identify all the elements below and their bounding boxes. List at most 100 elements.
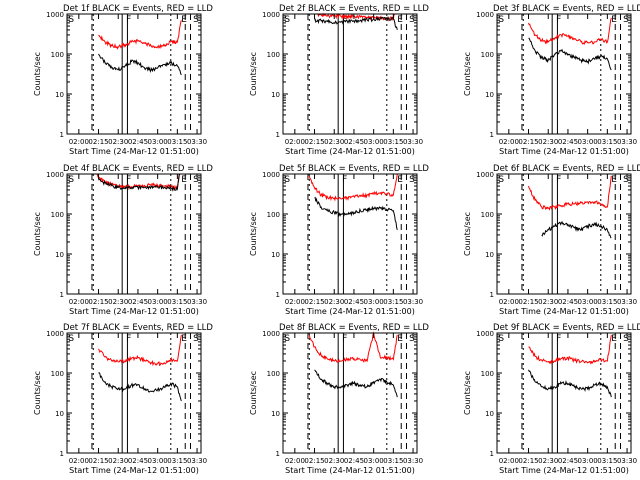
y-tick-label: 100 [267, 51, 280, 59]
region-marker-label: S [498, 15, 504, 25]
region-marker-label: S [498, 175, 504, 185]
y-axis-label: Counts/sec [33, 371, 42, 415]
y-axis-label: Counts/sec [249, 212, 258, 256]
x-tick-label: 03:15 [383, 457, 403, 465]
x-tick-label: 02:30 [538, 298, 558, 306]
region-marker-label: E [611, 334, 617, 344]
region-marker-label: E [181, 334, 187, 344]
y-axis-label: Counts/sec [463, 212, 472, 256]
y-tick-label: 100 [51, 51, 64, 59]
y-tick-label: 1 [60, 450, 64, 458]
y-tick-label: 1 [490, 131, 494, 139]
x-tick-label: 03:15 [597, 298, 617, 306]
x-tick-label: 02:30 [538, 138, 558, 146]
region-marker-label: S [193, 15, 199, 25]
plot-frame [496, 332, 632, 454]
region-marker-label: S [623, 334, 629, 344]
region-marker-label: E [611, 175, 617, 185]
y-tick-label: 100 [51, 211, 64, 219]
x-axis-label: Start Time (24-Mar-12 01:51:00) [285, 466, 415, 475]
y-tick-label: 10 [55, 251, 64, 259]
panel-title: Det 2f BLACK = Events, RED = LLD [279, 4, 429, 14]
lld-series-line [528, 334, 612, 365]
region-marker-label: S [284, 334, 290, 344]
y-tick-label: 1000 [476, 330, 494, 338]
x-tick-label: 02:45 [128, 138, 148, 146]
plot-frame [66, 332, 202, 454]
panel-title: Det 3f BLACK = Events, RED = LLD [493, 4, 640, 14]
x-tick-label: 02:30 [538, 457, 558, 465]
x-tick-label: 03:00 [148, 138, 168, 146]
x-tick-label: 02:00 [499, 457, 519, 465]
events-series-line [528, 37, 612, 71]
x-tick-label: 03:15 [167, 298, 187, 306]
x-tick-label: 02:15 [518, 298, 538, 306]
x-tick-label: 03:30 [617, 138, 637, 146]
plot-frame [66, 173, 202, 295]
y-tick-label: 10 [271, 251, 280, 259]
y-tick-label: 1 [276, 450, 280, 458]
x-tick-label: 02:15 [518, 138, 538, 146]
y-tick-label: 1000 [262, 171, 280, 179]
x-tick-label: 02:15 [88, 457, 108, 465]
y-tick-label: 1000 [262, 11, 280, 19]
region-marker-label: S [68, 15, 74, 25]
plot-frame [66, 13, 202, 135]
region-marker-label: S [68, 175, 74, 185]
x-tick-label: 02:15 [304, 298, 324, 306]
x-axis-label: Start Time (24-Mar-12 01:51:00) [285, 307, 415, 316]
region-marker-label: F [126, 175, 131, 185]
x-tick-label: 03:30 [187, 457, 207, 465]
events-series-line [98, 372, 182, 402]
events-series-line [314, 196, 398, 231]
y-tick-label: 1 [490, 291, 494, 299]
x-tick-label: 03:30 [187, 138, 207, 146]
region-marker-label: S [284, 175, 290, 185]
x-tick-label: 03:30 [403, 457, 423, 465]
region-marker-label: S [68, 334, 74, 344]
region-marker-label: E [181, 175, 187, 185]
x-tick-label: 02:45 [344, 298, 364, 306]
y-tick-label: 10 [55, 410, 64, 418]
panel-title: Det 8f BLACK = Events, RED = LLD [279, 323, 429, 333]
x-tick-label: 02:45 [344, 457, 364, 465]
x-axis-label: Start Time (24-Mar-12 01:51:00) [499, 307, 629, 316]
region-marker-label: E [611, 15, 617, 25]
y-tick-label: 1 [490, 450, 494, 458]
plot-frame [282, 13, 418, 135]
x-tick-label: 02:00 [285, 298, 305, 306]
y-tick-label: 1 [276, 291, 280, 299]
plot-frame [496, 13, 632, 135]
region-marker-label: S [409, 334, 415, 344]
region-marker-label: S [623, 15, 629, 25]
y-tick-label: 1000 [46, 11, 64, 19]
x-tick-label: 03:00 [364, 298, 384, 306]
x-tick-label: 02:45 [128, 457, 148, 465]
y-axis-label: Counts/sec [249, 52, 258, 96]
x-axis-label: Start Time (24-Mar-12 01:51:00) [499, 147, 629, 156]
region-marker-label: E [397, 334, 403, 344]
panel-title: Det 5f BLACK = Events, RED = LLD [279, 164, 429, 174]
y-tick-label: 100 [481, 51, 494, 59]
lld-series-line [528, 17, 612, 45]
y-tick-label: 1000 [476, 11, 494, 19]
events-series-line [314, 369, 398, 398]
region-marker-label: S [284, 15, 290, 25]
x-axis-label: Start Time (24-Mar-12 01:51:00) [285, 147, 415, 156]
x-tick-label: 03:30 [403, 298, 423, 306]
x-tick-label: 02:30 [324, 298, 344, 306]
region-marker-label: S [623, 175, 629, 185]
events-series-line [98, 173, 182, 192]
x-tick-label: 03:15 [167, 138, 187, 146]
x-tick-label: 02:30 [108, 298, 128, 306]
y-tick-label: 10 [271, 410, 280, 418]
y-tick-label: 1 [276, 131, 280, 139]
region-marker-label: E [397, 15, 403, 25]
y-tick-label: 100 [267, 370, 280, 378]
panel-title: Det 1f BLACK = Events, RED = LLD [63, 4, 213, 14]
x-tick-label: 03:30 [617, 457, 637, 465]
